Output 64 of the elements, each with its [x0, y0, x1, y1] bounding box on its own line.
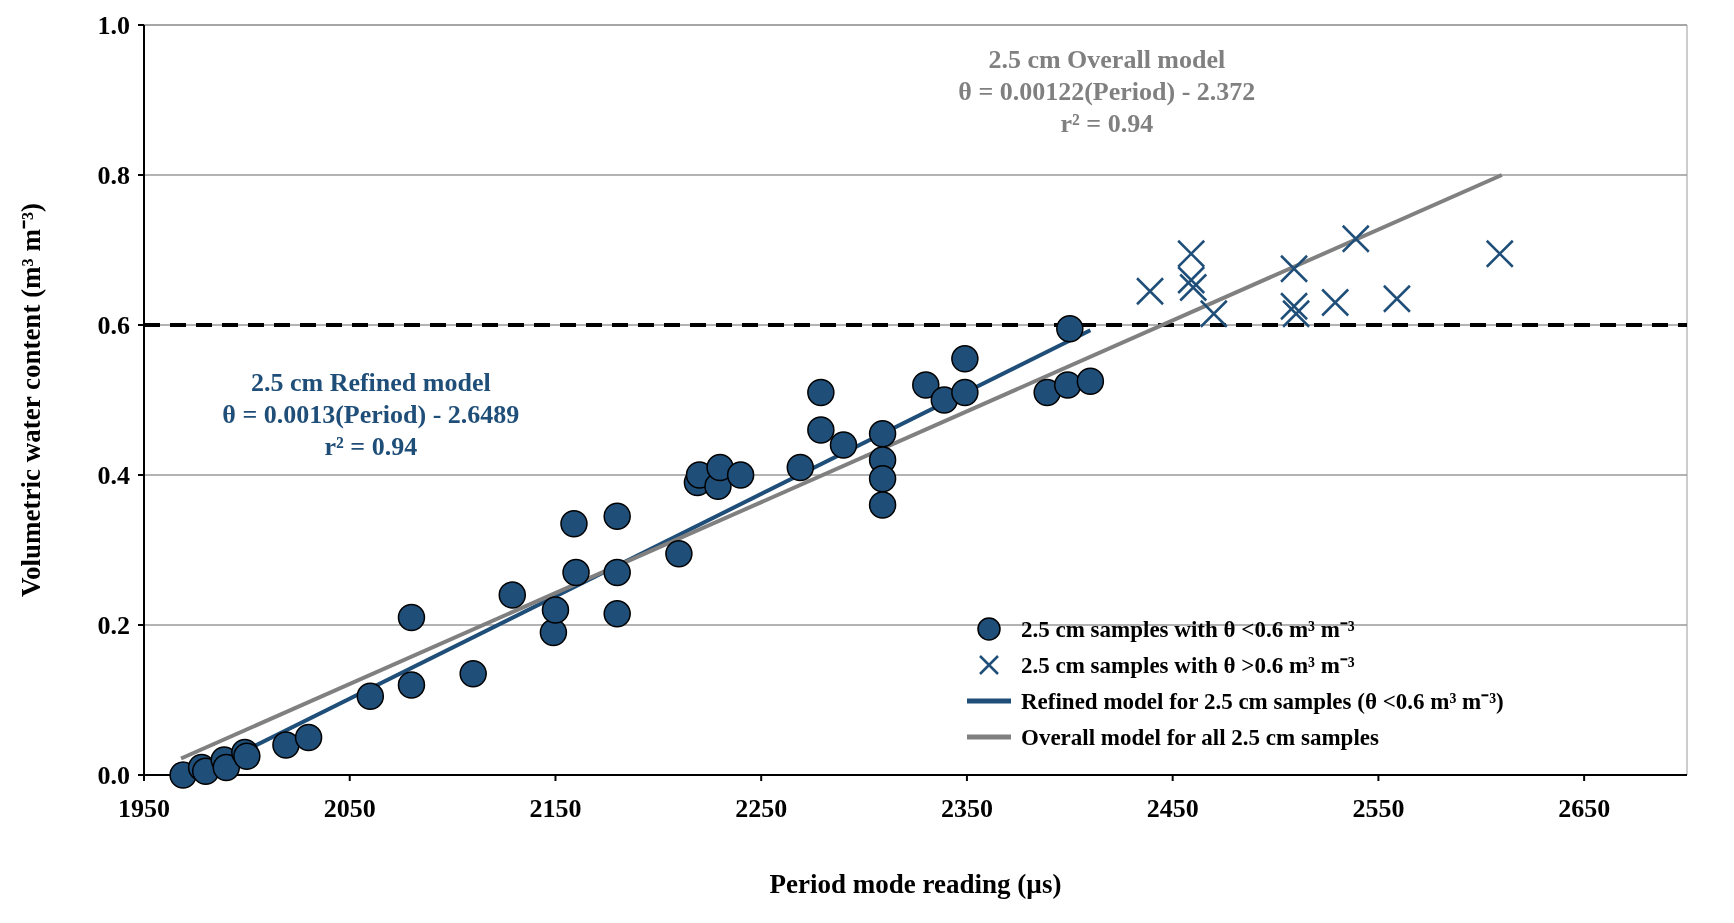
x-tick-label: 1950	[118, 794, 170, 823]
point	[603, 502, 631, 530]
point	[1076, 367, 1105, 395]
point	[868, 491, 897, 519]
point	[1199, 299, 1229, 328]
point	[603, 600, 631, 628]
x-tick-label: 2350	[940, 794, 993, 823]
point	[1281, 299, 1311, 328]
point	[397, 671, 426, 699]
point	[539, 618, 568, 647]
point	[498, 581, 527, 609]
annotation: 2.5 cm Refined model θ = 0.0013(Period) - 2.6489 r² = 0.94	[222, 367, 520, 461]
annotation: 2.5 cm Overall model θ = 0.00122(Period) - 2.372 r² = 0.94	[958, 45, 1256, 138]
y-axis-title: Volumetric water content (m³ m⁻³)	[16, 202, 46, 598]
point	[786, 453, 815, 482]
point	[294, 723, 323, 752]
point	[212, 753, 241, 782]
point	[868, 420, 897, 448]
legend-label: 2.5 cm samples with θ <0.6 m³ m⁻³	[1021, 617, 1355, 643]
point	[1135, 277, 1165, 306]
point	[1053, 371, 1082, 399]
point	[1382, 284, 1412, 313]
point	[397, 603, 426, 632]
point	[1056, 315, 1084, 343]
x-tick-label: 2650	[1558, 794, 1611, 823]
y-tick-label: 0.0	[97, 761, 130, 791]
y-tick-label: 0.4	[97, 461, 130, 491]
x-tick-label: 2150	[529, 794, 582, 823]
point	[562, 558, 590, 587]
point	[459, 660, 487, 688]
point	[829, 431, 858, 459]
point	[603, 558, 631, 587]
point	[1176, 239, 1206, 268]
point	[912, 371, 940, 399]
legend-label: Overall model for all 2.5 cm samples	[1021, 725, 1379, 751]
point	[807, 378, 835, 407]
point	[1341, 224, 1371, 253]
point	[1320, 288, 1350, 317]
point	[1176, 265, 1206, 295]
point	[272, 731, 300, 759]
point	[726, 461, 755, 489]
y-tick-label: 1.0	[97, 11, 130, 41]
x-axis-title: Period mode reading (µs)	[769, 869, 1062, 899]
point	[951, 345, 979, 373]
x-tick-label: 2250	[735, 794, 788, 823]
point	[1485, 239, 1515, 268]
point	[951, 378, 979, 407]
x-tick-label: 2050	[323, 794, 376, 823]
legend-label: 2.5 cm samples with θ >0.6 m³ m⁻³	[1021, 653, 1355, 679]
point	[356, 682, 385, 710]
x-tick-label: 2450	[1146, 794, 1199, 823]
point	[868, 465, 897, 493]
y-tick-label: 0.2	[97, 611, 130, 641]
y-tick-label: 0.8	[97, 161, 130, 191]
point	[560, 510, 588, 538]
point	[1279, 292, 1309, 321]
point	[807, 416, 835, 444]
point	[1178, 273, 1208, 302]
x-tick-label: 2550	[1352, 794, 1405, 823]
y-tick-label: 0.6	[97, 311, 130, 341]
legend-label: Refined model for 2.5 cm samples (θ <0.6 m³ m⁻³)	[1021, 689, 1504, 715]
point	[665, 540, 693, 568]
point	[541, 596, 570, 624]
point	[1279, 254, 1309, 283]
